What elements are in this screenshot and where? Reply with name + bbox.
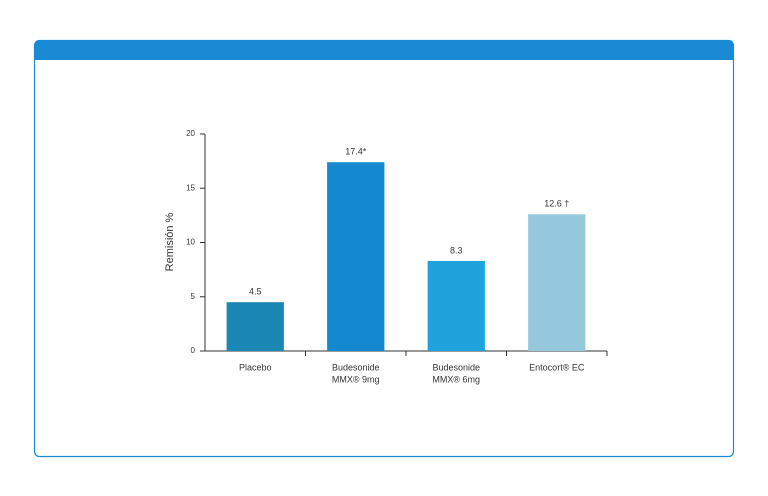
x-tick-label: MMX® 6mg (432, 374, 480, 384)
value-label: 4.5 (249, 287, 262, 297)
x-tick-label: Placebo (239, 362, 272, 372)
x-tick-label: Budesonide (432, 362, 480, 372)
y-tick-label: 0 (191, 346, 196, 355)
x-tick-label: Entocort® EC (529, 362, 585, 372)
value-label: 8.3 (450, 245, 463, 255)
value-label: 12.6 † (544, 199, 569, 209)
x-tick-label: Budesonide (332, 362, 380, 372)
bar (528, 214, 586, 351)
value-label: 17.4* (345, 147, 367, 157)
y-tick-label: 5 (191, 292, 196, 301)
y-tick-label: 20 (186, 129, 195, 138)
y-axis-label: Remisión % (164, 212, 176, 271)
y-tick-label: 10 (186, 238, 195, 247)
card-header (34, 40, 734, 60)
bar (226, 302, 284, 351)
y-tick-label: 15 (186, 183, 195, 192)
x-tick-label: MMX® 9mg (332, 374, 380, 384)
bar (427, 260, 485, 351)
bar (327, 162, 385, 351)
